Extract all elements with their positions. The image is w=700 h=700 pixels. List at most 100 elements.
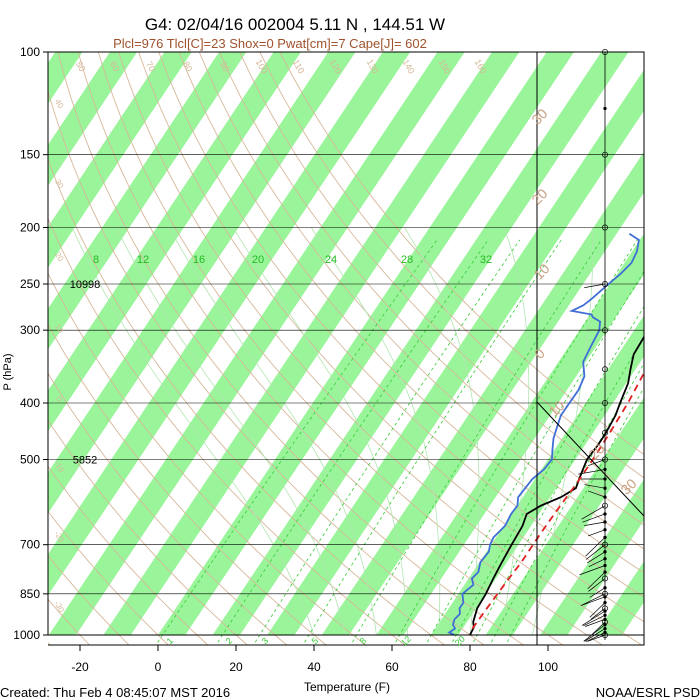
wind-barb <box>583 614 606 627</box>
temperature-band <box>649 0 700 635</box>
dry-adiabat <box>48 510 170 645</box>
wind-station-marker <box>602 575 608 582</box>
mixing-ratio-label: 8 <box>93 254 99 266</box>
wind-barb <box>581 610 606 626</box>
y-tick-label: 500 <box>20 452 40 466</box>
moist-adiabat <box>310 227 441 636</box>
dry-adiabat-label: 70 <box>144 60 158 74</box>
wind-barb <box>589 602 606 618</box>
mixing-ratio-bottom-label: 5 <box>310 636 321 647</box>
mixing-ratio-label: 20 <box>252 254 264 266</box>
wind-barb <box>578 469 606 475</box>
mixing-ratio-bottom-label: 8 <box>358 636 369 647</box>
mixing-ratio-line <box>471 335 644 645</box>
wind-barb <box>591 621 606 635</box>
temperature-band <box>267 69 644 635</box>
height-label: 10998 <box>70 279 101 291</box>
temperature-band <box>48 52 301 432</box>
wind-barb <box>587 490 606 498</box>
dry-adiabat <box>48 554 130 645</box>
wind-profile-panel <box>536 49 645 646</box>
dry-adiabat <box>158 52 644 598</box>
dry-adiabat-label: 90 <box>218 60 232 74</box>
dry-adiabat <box>48 323 327 645</box>
wind-barb <box>581 505 606 520</box>
x-tick-label: -20 <box>71 660 89 674</box>
wind-station-marker <box>602 605 608 612</box>
wind-barb <box>582 513 606 523</box>
dry-adiabats <box>48 52 644 645</box>
mixing-ratio-bottom-label: 1 <box>165 636 176 647</box>
temperature-band <box>0 0 21 635</box>
wind-barb <box>588 578 606 592</box>
chart-title: G4: 02/04/16 002004 5.11 N , 144.51 W <box>145 15 445 34</box>
dry-adiabat <box>48 217 406 645</box>
x-axis-title: Temperature (F) <box>304 680 390 694</box>
mixing-ratio-line <box>302 239 562 645</box>
mixing-ratio-label: 28 <box>401 254 413 266</box>
wind-station-marker <box>602 224 608 231</box>
temperature-band <box>48 52 192 268</box>
mixing-ratio-line <box>350 239 602 645</box>
dry-adiabat <box>259 52 644 479</box>
dry-adiabat <box>48 419 248 645</box>
moist-adiabat <box>404 227 480 636</box>
left-edge-label: 30 <box>53 178 66 191</box>
dry-adiabat-label: 60 <box>108 60 122 74</box>
height-label: 5852 <box>73 454 97 466</box>
wind-barb <box>584 283 606 288</box>
y-tick-label: 300 <box>20 323 40 337</box>
dry-adiabat <box>117 52 643 645</box>
y-tick-label: 100 <box>20 45 40 59</box>
dry-adiabat <box>279 52 644 456</box>
wind-barb <box>584 521 606 526</box>
dry-adiabat <box>48 598 91 645</box>
wind-barb <box>587 571 606 590</box>
wind-barb <box>587 459 606 466</box>
x-tick-label: 40 <box>307 660 321 674</box>
dry-adiabat-label: 110 <box>291 58 307 75</box>
y-tick-label: 150 <box>20 148 40 162</box>
wind-station-marker <box>603 106 607 111</box>
dry-adiabat-label: 50 <box>74 60 88 74</box>
y-tick-label: 200 <box>20 221 40 235</box>
x-tick-label: 80 <box>463 660 477 674</box>
series-line-temperature <box>469 335 644 636</box>
dry-adiabat <box>48 372 288 645</box>
wind-barb <box>589 587 606 598</box>
y-tick-label: 850 <box>20 587 40 601</box>
mixing-ratio-label: 12 <box>137 254 149 266</box>
wind-station-marker <box>602 366 608 373</box>
wind-barb <box>587 551 606 564</box>
wind-barb <box>587 529 606 537</box>
mixing-ratio-line <box>215 239 489 645</box>
temperature-band <box>321 151 644 635</box>
isobars <box>48 52 644 636</box>
wind-barb <box>590 608 606 620</box>
moist-adiabat <box>500 227 530 636</box>
x-tick-label: 100 <box>538 660 558 674</box>
chart-subtitle: Plcl=976 Tlcl[C]=23 Shox=0 Pwat[cm]=7 Ca… <box>113 36 427 51</box>
plot-border <box>47 51 645 636</box>
wind-barb <box>584 484 606 489</box>
x-tick-label: 20 <box>229 660 243 674</box>
moist-adiabat <box>116 227 346 636</box>
dry-adiabat <box>218 52 644 526</box>
mixing-ratio-label: 32 <box>480 254 492 266</box>
mixing-ratio-label: 16 <box>193 254 205 266</box>
dry-adiabat <box>178 52 644 574</box>
temperature-band <box>48 52 138 186</box>
wind-barb <box>585 632 606 642</box>
wind-barb <box>583 624 606 642</box>
mixing-ratio-line <box>450 305 644 645</box>
mixing-ratio-line <box>489 362 644 645</box>
dry-adiabat <box>239 52 644 502</box>
wind-barb <box>582 596 606 606</box>
wind-barb <box>585 544 606 560</box>
mixing-ratio-bottom-label: 2 <box>224 636 235 647</box>
mixing-ratio-bottom-label: 3 <box>260 636 271 647</box>
dry-adiabat <box>138 52 644 623</box>
moist-adiabat <box>71 227 315 636</box>
temperature-band <box>540 479 644 635</box>
